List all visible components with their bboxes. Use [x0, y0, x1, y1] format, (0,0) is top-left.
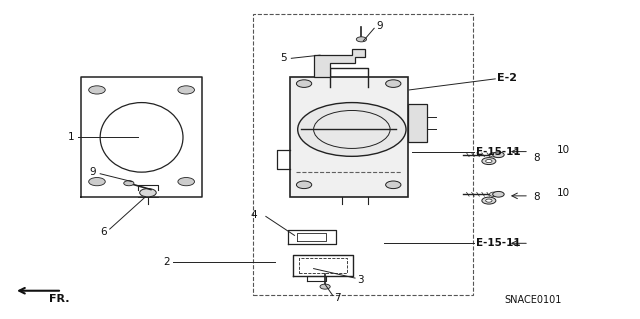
Text: E-2: E-2 [497, 73, 517, 83]
Circle shape [296, 181, 312, 189]
Circle shape [296, 80, 312, 87]
Circle shape [486, 160, 492, 163]
Text: E-15-11: E-15-11 [476, 147, 521, 157]
Text: 8: 8 [534, 153, 540, 163]
Circle shape [493, 152, 504, 158]
Circle shape [178, 178, 195, 186]
Circle shape [124, 181, 134, 186]
Text: 1: 1 [68, 132, 75, 142]
Circle shape [486, 199, 492, 202]
Text: 8: 8 [534, 192, 540, 203]
Text: 4: 4 [251, 210, 257, 220]
Text: 3: 3 [357, 275, 364, 285]
Text: 2: 2 [164, 257, 170, 267]
Text: 10: 10 [556, 145, 570, 155]
Circle shape [386, 181, 401, 189]
Circle shape [493, 191, 504, 197]
Circle shape [320, 284, 330, 289]
Text: 5: 5 [280, 53, 287, 63]
Text: 9: 9 [89, 167, 96, 177]
Circle shape [490, 152, 499, 157]
Circle shape [140, 189, 156, 197]
Circle shape [178, 86, 195, 94]
Circle shape [482, 197, 496, 204]
Polygon shape [408, 104, 427, 142]
Circle shape [386, 80, 401, 87]
Text: FR.: FR. [49, 294, 70, 304]
Text: 9: 9 [376, 21, 383, 31]
Circle shape [482, 158, 496, 165]
Text: E-15-11: E-15-11 [476, 238, 521, 248]
Text: 7: 7 [334, 293, 340, 303]
Polygon shape [314, 49, 365, 77]
Circle shape [89, 86, 105, 94]
Text: SNACE0101: SNACE0101 [505, 295, 562, 305]
Polygon shape [290, 77, 408, 197]
Circle shape [356, 37, 367, 42]
Circle shape [298, 103, 406, 156]
Circle shape [490, 192, 499, 197]
Circle shape [89, 178, 105, 186]
Text: 6: 6 [100, 227, 106, 237]
Text: 10: 10 [556, 188, 570, 198]
